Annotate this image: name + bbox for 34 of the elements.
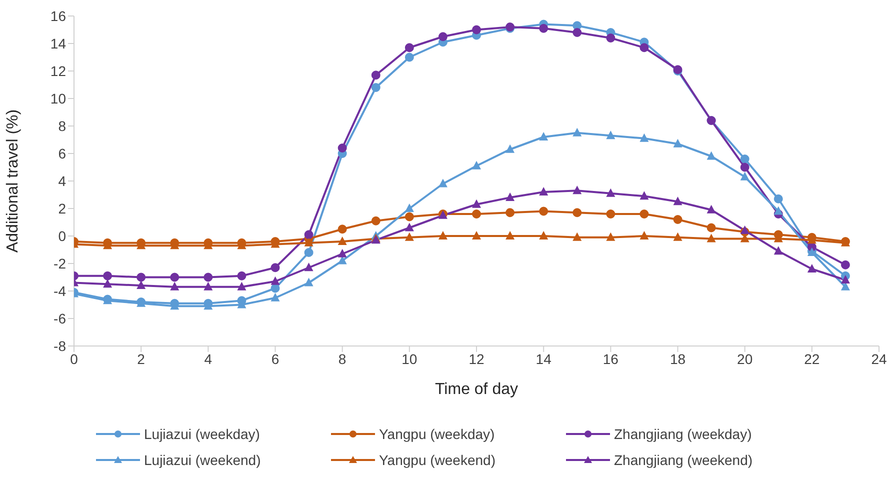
x-tick-label: 22: [804, 350, 820, 367]
y-tick-label: 12: [50, 62, 66, 79]
x-tick-label: 14: [536, 350, 552, 367]
x-tick-label: 10: [402, 350, 418, 367]
x-tick-label: 4: [204, 350, 212, 367]
x-tick-label: 18: [670, 350, 686, 367]
y-tick-label: 0: [58, 228, 66, 244]
legend-label: Lujiazui (weekend): [144, 452, 261, 468]
legend-label: Yangpu (weekday): [379, 426, 495, 442]
x-tick-label: 20: [737, 350, 753, 367]
y-tick-label: 4: [58, 172, 66, 189]
x-tick-label: 8: [338, 350, 346, 367]
y-tick-label: 2: [58, 200, 66, 216]
y-tick-label: 16: [50, 8, 66, 24]
y-tick-label: -4: [54, 282, 66, 299]
y-tick-label: 6: [58, 145, 66, 162]
y-tick-label: -8: [54, 338, 66, 354]
x-tick-label: 6: [271, 350, 280, 367]
y-tick-label: -6: [54, 310, 66, 326]
legend-label: Yangpu (weekend): [379, 452, 496, 468]
x-tick-label: 12: [468, 350, 484, 367]
y-tick-label: 8: [58, 118, 66, 134]
legend-label: Zhangjiang (weekend): [614, 452, 753, 468]
y-tick-label: 10: [50, 90, 66, 106]
legend-label: Lujiazui (weekday): [144, 426, 260, 442]
y-axis-title: Additional travel (%): [4, 109, 22, 253]
x-tick-label: 0: [70, 350, 78, 367]
legend-label: Zhangjiang (weekday): [614, 426, 752, 442]
x-axis-title: Time of day: [435, 381, 518, 398]
x-tick-label: 24: [871, 350, 887, 367]
y-tick-label: 14: [50, 35, 66, 52]
y-tick-label: -2: [54, 255, 66, 272]
x-tick-label: 2: [137, 350, 146, 367]
x-tick-label: 16: [602, 350, 619, 367]
